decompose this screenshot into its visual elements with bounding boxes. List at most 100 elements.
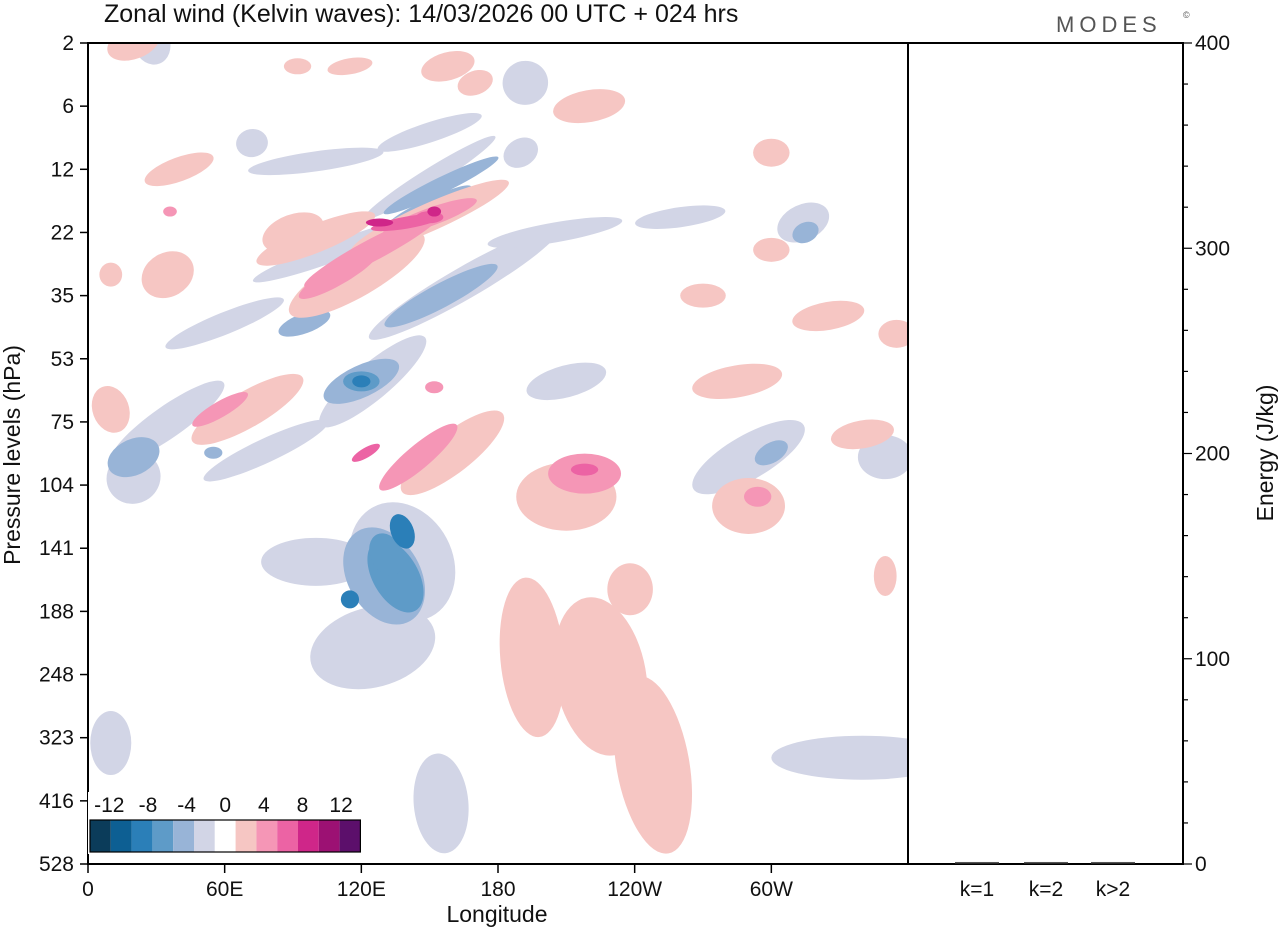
wind-contour xyxy=(792,300,865,332)
wind-contour xyxy=(712,477,785,534)
wind-contour xyxy=(878,319,908,348)
wind-contour xyxy=(503,137,539,168)
pressure-axis: 2 6 12 22 35 53 75 104 141 188 248 323 416 528 xyxy=(39,32,88,876)
colorbar: -12 -8 -4 0 4 8 12 xyxy=(88,792,384,854)
longitude-tick-label: 60E xyxy=(206,878,243,901)
colorbar-swatch xyxy=(318,820,340,852)
colorbar-swatch xyxy=(235,820,257,852)
wind-contour xyxy=(384,263,498,328)
pressure-tick-label: 12 xyxy=(51,158,74,181)
longitude-tick-label: 180 xyxy=(480,878,515,901)
colorbar-swatch xyxy=(256,820,278,852)
wind-contour xyxy=(90,711,132,776)
wind-contour xyxy=(256,211,376,266)
wind-contour xyxy=(163,206,177,217)
energy-bar xyxy=(955,861,999,864)
wind-contour xyxy=(792,221,819,244)
wind-contour xyxy=(680,283,726,308)
colorbar-tick-label: -8 xyxy=(139,794,158,817)
wind-contour xyxy=(425,381,444,394)
colorbar-swatch xyxy=(298,820,319,852)
colorbar-frame xyxy=(89,819,361,853)
colorbar-tick-label: -4 xyxy=(177,794,196,817)
wind-contour xyxy=(389,514,415,549)
brand-name: MODES xyxy=(1056,12,1162,37)
colorbar-tick-label: -12 xyxy=(94,794,124,817)
wind-contour xyxy=(107,437,160,478)
colorbar-swatch xyxy=(194,820,215,852)
wind-contour xyxy=(141,251,194,299)
wind-contour xyxy=(278,310,331,337)
wind-contour xyxy=(383,156,499,215)
energy-tick-label: 0 xyxy=(1195,853,1207,876)
wind-contour xyxy=(369,533,404,576)
wind-contour xyxy=(692,363,783,399)
colorbar-swatch xyxy=(131,820,153,852)
wind-contour xyxy=(692,419,805,495)
energy-category-label: k=1 xyxy=(960,878,994,901)
wind-contour xyxy=(352,375,371,388)
wind-contour xyxy=(526,362,607,401)
colorbar-swatch xyxy=(152,820,174,852)
wind-contour xyxy=(830,419,894,450)
energy-bar-chart: 0 100 200 300 400 k=1 k=2 k>2 xyxy=(955,32,1230,901)
kelvin-wave-heatmap xyxy=(88,43,908,864)
energy-tick-label: 100 xyxy=(1195,648,1230,671)
energy-axis-label: Energy (J/kg) xyxy=(1252,385,1278,522)
colorbar-swatch xyxy=(214,820,236,852)
pressure-tick-label: 75 xyxy=(51,411,74,434)
colorbar-swatch xyxy=(110,820,132,852)
x-axis-label: Longitude xyxy=(446,901,547,927)
energy-tick-label: 300 xyxy=(1195,237,1230,260)
wind-contour xyxy=(427,206,442,217)
wind-contour xyxy=(873,555,897,596)
pressure-tick-label: 248 xyxy=(39,664,74,687)
pressure-tick-label: 141 xyxy=(39,537,74,560)
colorbar-tick-label: 12 xyxy=(329,794,352,817)
modes-logo: MODES © xyxy=(1056,10,1190,37)
pressure-tick-label: 188 xyxy=(39,600,74,623)
wind-contour xyxy=(457,69,493,96)
colorbar-tick-label: 4 xyxy=(258,794,270,817)
colorbar-swatch xyxy=(339,820,361,852)
wind-contour xyxy=(570,463,599,476)
wind-contour xyxy=(753,237,790,262)
colorbar-swatch xyxy=(277,820,298,852)
pressure-tick-label: 22 xyxy=(51,221,74,244)
wind-contour xyxy=(191,373,304,445)
wind-contour xyxy=(413,753,469,854)
wind-contour xyxy=(487,217,623,248)
colorbar-tick-label: 0 xyxy=(219,794,231,817)
wind-contour xyxy=(91,385,130,433)
wind-contour xyxy=(204,446,223,459)
energy-category-label: k>2 xyxy=(1096,878,1130,901)
wind-contour xyxy=(340,590,360,609)
energy-panel-frame xyxy=(907,42,1184,865)
pressure-tick-label: 35 xyxy=(51,285,74,308)
colorbar-swatch xyxy=(90,820,111,852)
longitude-tick-label: 120W xyxy=(607,878,662,901)
wind-contour xyxy=(203,419,328,482)
wind-contour xyxy=(192,391,249,427)
colorbar-swatch xyxy=(173,820,194,852)
wind-contour xyxy=(99,262,123,287)
wind-contour xyxy=(502,60,549,105)
pressure-tick-label: 528 xyxy=(39,853,74,876)
pressure-tick-label: 323 xyxy=(39,727,74,750)
energy-category-label: k=2 xyxy=(1029,878,1063,901)
wind-contour xyxy=(553,89,626,124)
wind-contour xyxy=(236,129,268,158)
wind-contour xyxy=(613,675,693,854)
energy-bar xyxy=(1024,861,1068,864)
energy-bar xyxy=(1091,861,1135,864)
pressure-tick-label: 2 xyxy=(62,32,74,55)
y-axis-label: Pressure levels (hPa) xyxy=(0,345,25,565)
wind-contour xyxy=(365,218,394,227)
wind-contour xyxy=(499,577,565,738)
wind-contour xyxy=(421,51,475,82)
wind-contour xyxy=(377,112,482,152)
wind-contour xyxy=(298,250,379,300)
wind-contour xyxy=(754,440,788,466)
chart-title: Zonal wind (Kelvin waves): 14/03/2026 00… xyxy=(104,0,738,28)
